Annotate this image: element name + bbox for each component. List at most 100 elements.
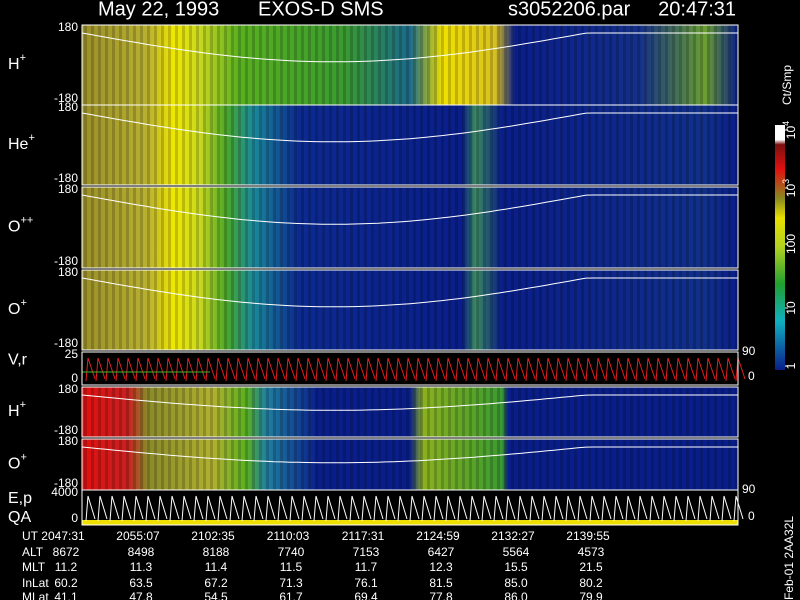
tick-label-bottom: -180 [54, 91, 78, 105]
cell: 11.5 [280, 560, 303, 574]
cell: 7153 [353, 545, 380, 559]
colorbar-label: 103 [781, 179, 798, 197]
panel-frame [81, 489, 739, 526]
panel-frame [81, 351, 739, 386]
footer: Feb-01 2AA32L [782, 516, 796, 600]
cell: 2102:35 [191, 529, 235, 543]
panel-label: V,r [8, 352, 28, 369]
cell: 63.5 [129, 576, 153, 590]
colorbar-label-base: 100 [784, 234, 798, 254]
trace [85, 357, 746, 382]
pitch-angle-curve [81, 112, 738, 143]
row-label: InLat [22, 576, 49, 590]
cell: 71.3 [279, 576, 303, 590]
tick-label-bottom: 0 [71, 371, 78, 385]
tick-label-bottom: -180 [54, 336, 78, 350]
cell: 86.0 [504, 590, 528, 600]
right-tick-bottom: 0 [748, 369, 755, 383]
pitch-angle-curve [81, 394, 738, 411]
cell: 2055:07 [116, 529, 160, 543]
cell: 8672 [53, 545, 80, 559]
panel-label-text: He [8, 136, 29, 153]
panel-frame [81, 186, 739, 269]
row-label: MLT [22, 560, 46, 574]
colorbar-label-base: 1 [784, 362, 798, 369]
cell: 8498 [128, 545, 155, 559]
cell: 12.3 [429, 560, 453, 574]
colorbar-label: 1 [784, 362, 798, 369]
tick-label-top: 4000 [51, 485, 78, 499]
cell: 60.2 [54, 576, 78, 590]
pitch-angle-curve [81, 194, 738, 225]
panel-label: O++ [8, 214, 33, 235]
right-tick-top: 90 [742, 482, 756, 496]
panel-label-sup: + [20, 297, 26, 309]
colorbar-label: 104 [781, 121, 798, 139]
cell: 2110:03 [267, 529, 310, 543]
tick-label-top: 25 [65, 347, 79, 361]
cell: 11.4 [205, 560, 228, 574]
cell: 69.4 [354, 590, 378, 600]
cell: 2047:31 [41, 529, 85, 543]
cell: 85.0 [504, 576, 528, 590]
panel-label-text: H [8, 56, 20, 73]
colorbar-label-base: 10 [784, 301, 798, 315]
row-label: ALT [22, 545, 44, 559]
panel-label-text: V,r [8, 352, 28, 369]
tick-label-bottom: 0 [71, 511, 78, 525]
colorbar-label-exp: 4 [781, 121, 791, 126]
cell: 77.8 [429, 590, 453, 600]
panel-label-sup: + [20, 451, 26, 463]
tick-label-top: 180 [58, 265, 78, 279]
color-bar [775, 125, 785, 370]
cell: 2139:55 [566, 529, 610, 543]
cell: 76.1 [354, 576, 378, 590]
spectrogram-texture [82, 105, 738, 185]
cell: 11.2 [55, 560, 78, 574]
panel-label-text: E,p [8, 490, 32, 507]
trace [85, 495, 744, 522]
cell: 7740 [278, 545, 305, 559]
colorbar-unit: Ct/Smp [780, 65, 794, 105]
cell: 79.9 [579, 590, 603, 600]
right-tick-bottom: 0 [748, 509, 755, 523]
spectrogram-texture [82, 270, 738, 350]
panel-label-text: O [8, 301, 20, 318]
tick-label-top: 180 [58, 100, 78, 114]
panel-label: H+ [8, 52, 26, 73]
row-label: UT [22, 529, 39, 543]
title-time: 20:47:31 [658, 0, 736, 20]
title-date: May 22, 1993 [98, 0, 219, 20]
colorbar-label-base: 10 [784, 126, 798, 140]
cell: 2124:59 [416, 529, 460, 543]
spectrogram-texture [82, 25, 738, 105]
cell: 6427 [428, 545, 455, 559]
title-file: s3052206.par [508, 0, 631, 20]
panel-frame [81, 269, 739, 351]
cell: 11.7 [355, 560, 378, 574]
panel-label-text: O [8, 219, 20, 236]
title-instrument: EXOS-D SMS [258, 0, 384, 20]
tick-label-bottom: -180 [54, 254, 78, 268]
colorbar-label-exp: 3 [781, 179, 791, 184]
cell: 81.5 [429, 576, 453, 590]
pitch-angle-curve [81, 32, 738, 63]
tick-label-top: 180 [58, 382, 78, 396]
panel-label-sup: + [20, 399, 26, 411]
panel-label-text: H [8, 403, 20, 420]
panel-label: He+ [8, 132, 35, 153]
cell: 47.8 [129, 590, 153, 600]
cell: 11.3 [130, 560, 153, 574]
cell: 4573 [578, 545, 605, 559]
panel-label-sup: + [28, 132, 34, 144]
cell: 80.2 [579, 576, 603, 590]
cell: 61.7 [279, 590, 303, 600]
labels: May 22, 1993 EXOS-D SMS s3052206.par 20:… [98, 0, 796, 600]
tick-label-top: 180 [58, 434, 78, 448]
pitch-angle-curve [81, 446, 738, 464]
tick-label-top: 180 [58, 20, 78, 34]
tick-label-top: 180 [58, 182, 78, 196]
spectrogram-texture [82, 187, 738, 268]
row-label: MLat [22, 590, 49, 600]
